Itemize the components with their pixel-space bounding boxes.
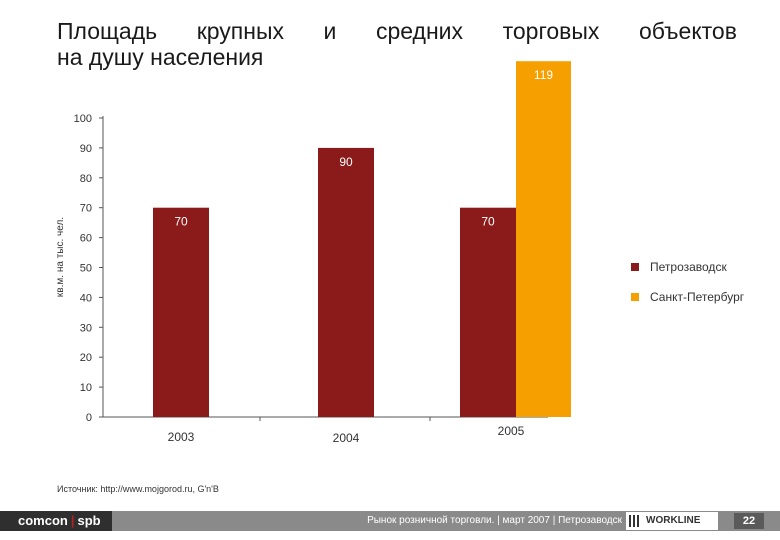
legend-label: Санкт-Петербург — [650, 290, 745, 304]
bar-data-label: 70 — [481, 215, 495, 229]
legend-swatch — [631, 293, 639, 301]
bar-data-label: 90 — [339, 155, 353, 169]
title-line-2: на душу населения — [57, 44, 264, 70]
y-tick-label: 80 — [80, 173, 92, 185]
logo-right: spb — [77, 513, 101, 528]
workline-text: WORKLINE — [646, 515, 701, 526]
comcon-logo: comcon | spb — [0, 511, 112, 531]
title-word: Площадь — [57, 18, 158, 44]
y-tick-label: 10 — [80, 382, 92, 394]
bar-chart: 0 10 20 30 40 50 60 70 80 90 100 кв.м. на тыс. чел.… — [55, 61, 745, 445]
bar — [318, 147, 374, 417]
title-line-1: Площадь крупных и средних торговых объек… — [57, 18, 737, 44]
title-word: торговых — [502, 18, 600, 44]
x-tick-label: 2005 — [498, 424, 525, 438]
title-word: объектов — [638, 18, 737, 44]
footer-caption: Рынок розничной торговли. | март 2007 | … — [367, 515, 622, 526]
legend-label: Петрозаводск — [650, 260, 727, 274]
y-tick-label: 70 — [80, 203, 92, 215]
y-tick-label: 20 — [80, 352, 92, 364]
bar — [516, 61, 571, 417]
grid-icon — [629, 515, 641, 527]
bar — [153, 207, 209, 417]
y-tick-label: 50 — [80, 263, 92, 275]
logo-left: comcon — [18, 513, 68, 528]
bar-data-label: 119 — [534, 68, 553, 82]
workline-logo: WORKLINE — [626, 512, 718, 530]
bar-data-label: 70 — [174, 215, 188, 229]
footer-bar: comcon | spb Рынок розничной торговли. | м… — [0, 511, 780, 531]
y-axis-label: кв.м. на тыс. чел. — [55, 217, 66, 297]
y-tick-label: 40 — [80, 292, 92, 304]
title-word: и — [323, 18, 337, 44]
y-tick-label: 30 — [80, 322, 92, 334]
title-word: крупных — [196, 18, 284, 44]
y-tick-label: 0 — [86, 412, 92, 424]
page-number: 22 — [734, 513, 764, 529]
bar — [460, 207, 516, 417]
x-tick-label: 2003 — [168, 430, 195, 444]
x-tick-label: 2004 — [333, 431, 360, 445]
source-note: Источник: http://www.mojgorod.ru, G'n'B — [57, 484, 219, 494]
y-tick-label: 100 — [74, 113, 92, 125]
legend-swatch — [631, 263, 639, 271]
chart-title: Площадь крупных и средних торговых объек… — [57, 18, 737, 70]
y-tick-label: 90 — [80, 143, 92, 155]
title-word: средних — [375, 18, 464, 44]
y-tick-label: 60 — [80, 233, 92, 245]
